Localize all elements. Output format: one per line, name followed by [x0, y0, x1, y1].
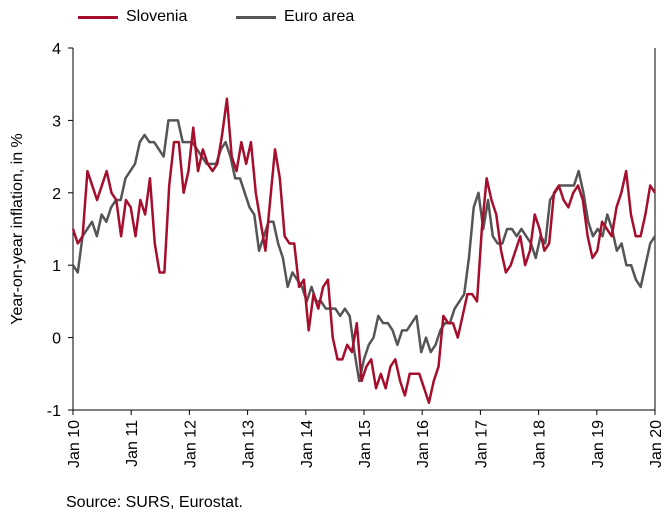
x-tick-label: Jan 17 [473, 420, 490, 468]
y-tick-label: 2 [52, 186, 61, 203]
legend-euro-area: Euro area [236, 5, 354, 29]
x-tick-label: Jan 14 [299, 420, 316, 468]
y-ticks: -1 0 1 2 3 4 [47, 41, 73, 420]
x-tick-label: Jan 18 [532, 420, 549, 468]
y-tick-label: 4 [52, 41, 61, 58]
legend-label-euro-area: Euro area [284, 8, 355, 25]
y-tick-label: -1 [47, 403, 61, 420]
slovenia-line [71, 97, 657, 405]
legend-swatch-euro-area [236, 15, 276, 19]
x-tick-label: Jan 11 [124, 420, 141, 467]
y-tick-label: 0 [52, 331, 61, 348]
x-tick-label: Jan 19 [590, 420, 607, 468]
euro-area-line [71, 119, 657, 383]
x-tick-label: Jan 16 [415, 420, 432, 468]
x-tick-label: Jan 12 [182, 420, 199, 468]
legend-swatch-slovenia [78, 15, 118, 19]
x-tick-label: Jan 13 [241, 420, 258, 468]
legend-label-slovenia: Slovenia [126, 8, 188, 25]
y-tick-label: 1 [52, 258, 61, 275]
y-tick-label: 3 [52, 113, 61, 130]
legend-slovenia: Slovenia [78, 5, 187, 29]
x-tick-label: Jan 20 [648, 420, 665, 468]
x-tick-label: Jan 10 [66, 420, 83, 468]
y-axis-label: Year-on-year inflation, in % [9, 133, 26, 325]
source-note: Source: SURS, Eurostat. [66, 494, 243, 511]
x-ticks: Jan 10 Jan 11 Jan 12 Jan 13 Jan 14 Jan 15 Jan … [66, 410, 665, 468]
x-tick-label: Jan 15 [357, 420, 374, 468]
